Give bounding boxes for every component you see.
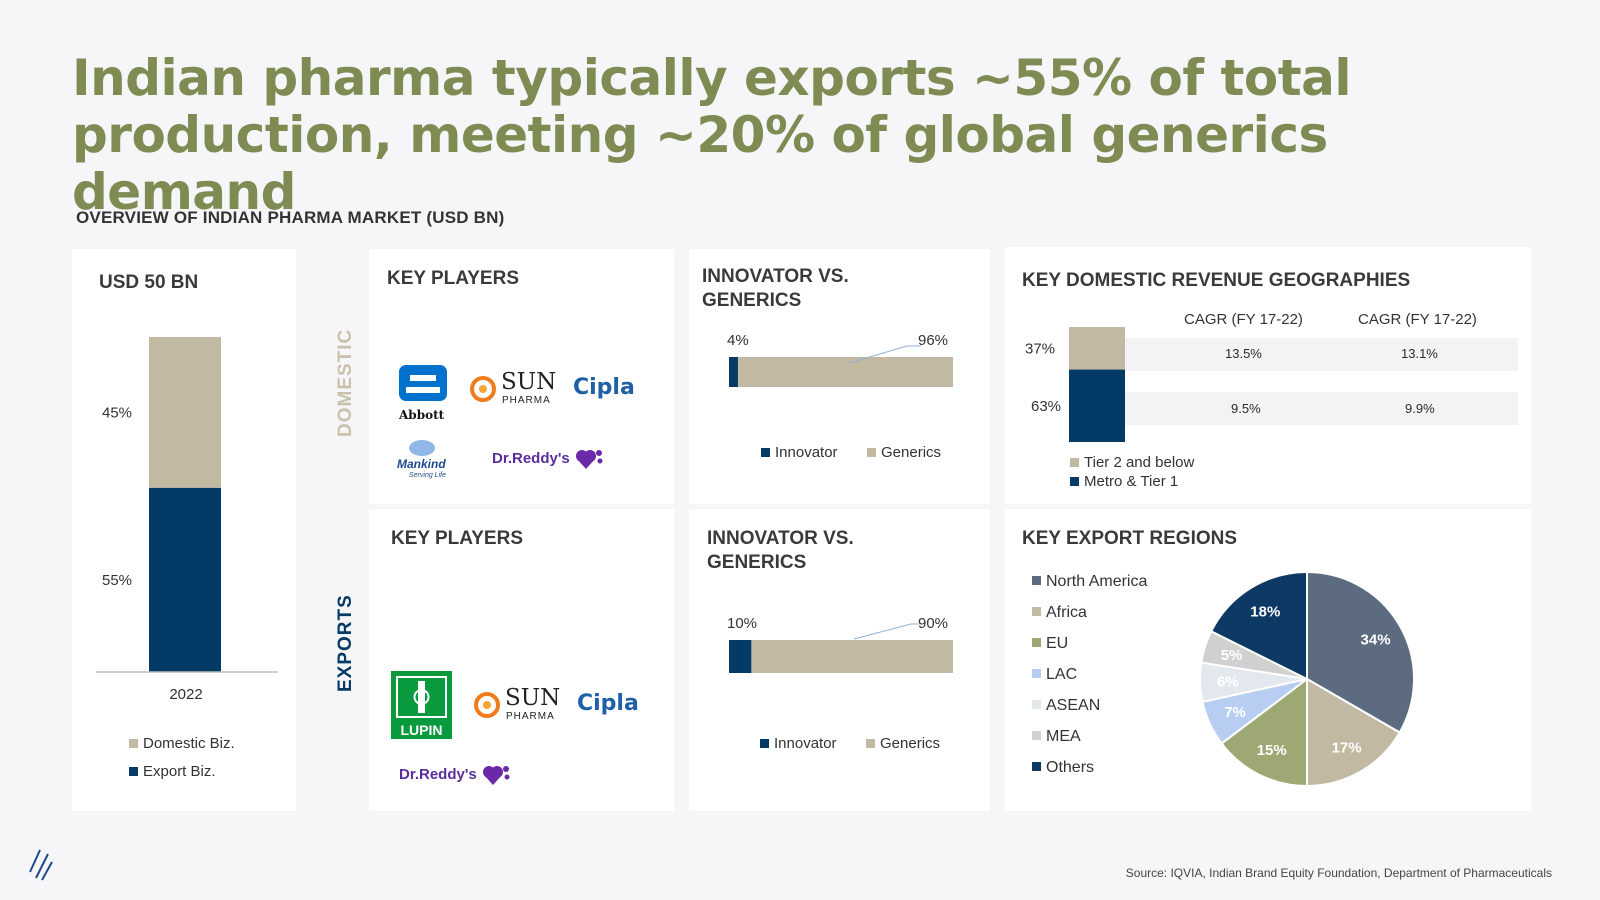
- lupin-emblem-icon: [396, 676, 447, 718]
- data-label-metro: 63%: [1031, 398, 1061, 415]
- leader-line: [848, 345, 921, 364]
- cagr-value-metro-2: 9.9%: [1405, 401, 1435, 416]
- innovator-exports-bar-chart: 10% 90%: [727, 615, 953, 673]
- abbott-logo: Abbott: [397, 363, 449, 422]
- cagr-value-tier2-2: 13.1%: [1401, 346, 1438, 361]
- cagr-value-tier2-1: 13.5%: [1225, 346, 1262, 361]
- cipla-logo: Cipla: [573, 375, 635, 400]
- legend-export: Export Biz.: [129, 763, 216, 780]
- pie-label-africa: 17%: [1332, 740, 1362, 757]
- export-regions-title: KEY EXPORT REGIONS: [1022, 528, 1238, 549]
- geographies-panel: KEY DOMESTIC REVENUE GEOGRAPHIES CAGR (F…: [1005, 247, 1531, 504]
- sun-swirl-icon: [470, 376, 496, 402]
- data-label-generics: 90%: [918, 615, 948, 632]
- section-subtitle: OVERVIEW OF INDIAN PHARMA MARKET (USD BN…: [76, 208, 505, 227]
- innovator-domestic-panel: INNOVATOR VS. GENERICS 4% 96% Innovator …: [689, 249, 990, 504]
- pie-slice-north-america: [1306, 570, 1415, 734]
- legend-generics: Generics: [867, 444, 941, 461]
- bar-domestic-biz: [149, 337, 221, 488]
- data-label-domestic: 45%: [102, 404, 132, 421]
- row-label-exports: EXPORTS: [335, 594, 356, 692]
- innovator-exports-panel: INNOVATOR VS. GENERICS 10% 90% Innovator…: [689, 509, 990, 811]
- market-stacked-bar-chart: 55% 45% 2022: [96, 337, 278, 703]
- cagr-row-tier2: [1069, 338, 1518, 371]
- bar-tier2: [1069, 327, 1125, 370]
- innovator-domestic-bar-chart: 4% 96%: [727, 332, 953, 387]
- pie-label-mea: 5%: [1221, 647, 1243, 664]
- sun-swirl-icon: [474, 692, 500, 718]
- bar-generics: [737, 357, 953, 387]
- title-line-2: production, meeting ~20% of global gener…: [72, 106, 1328, 221]
- export-regions-pie-chart: 34% 17% 15% 7% 6% 5% 18%: [1199, 570, 1415, 788]
- cagr-row-metro: [1069, 392, 1518, 425]
- x-tick-label: 2022: [169, 686, 202, 703]
- bar-innovator: [729, 640, 752, 673]
- pie-label-eu: 15%: [1257, 742, 1287, 759]
- dr-reddys-heart-icon: [576, 450, 603, 469]
- pie-slice-eu: [1220, 676, 1308, 788]
- legend-innovator: Innovator: [760, 735, 837, 752]
- data-label-tier2: 37%: [1025, 340, 1055, 357]
- data-label-innovator: 4%: [727, 332, 749, 349]
- key-players-exports-title: KEY PLAYERS: [391, 528, 523, 549]
- legend-domestic: Domestic Biz.: [129, 735, 235, 752]
- bar-innovator: [729, 357, 738, 387]
- legend-mea: MEA: [1032, 728, 1081, 746]
- pie-label-others: 18%: [1250, 604, 1280, 621]
- bar-metro-tier1: [1069, 369, 1125, 442]
- mankind-icon: [409, 440, 435, 456]
- dr-reddys-heart-icon: [483, 766, 510, 785]
- cipla-logo: Cipla: [577, 691, 639, 716]
- market-size-panel: USD 50 BN 55% 45% 2022 Domestic Biz. Exp…: [72, 249, 296, 811]
- legend-generics: Generics: [866, 735, 940, 752]
- page-title: Indian pharma typically exports ~55% of …: [72, 50, 1472, 221]
- legend-asean: ASEAN: [1032, 697, 1100, 715]
- lupin-logo: LUPIN: [391, 671, 452, 739]
- data-label-export: 55%: [102, 572, 132, 589]
- geographies-title: KEY DOMESTIC REVENUE GEOGRAPHIES: [1022, 270, 1411, 291]
- cagr-value-metro-1: 9.5%: [1231, 401, 1261, 416]
- key-players-domestic-title: KEY PLAYERS: [387, 268, 519, 289]
- market-size-title: USD 50 BN: [99, 272, 199, 293]
- legend-eu: EU: [1032, 635, 1068, 653]
- bar-generics: [751, 640, 953, 673]
- legend-north-america: North America: [1032, 573, 1147, 591]
- legend-africa: Africa: [1032, 604, 1087, 622]
- legend-others: Others: [1032, 759, 1094, 777]
- pie-label-asean: 6%: [1217, 673, 1239, 690]
- cagr-header-1: CAGR (FY 17-22): [1184, 311, 1303, 328]
- export-regions-panel: KEY EXPORT REGIONS North America Africa EU…: [1005, 509, 1531, 811]
- pie-label-north-america: 34%: [1361, 631, 1391, 648]
- key-players-exports-panel: KEY PLAYERS LUPIN SUN PHARMA Cipla Dr.Re…: [369, 509, 674, 811]
- abbott-icon: [399, 365, 447, 401]
- brand-logo-icon: [29, 849, 53, 881]
- legend-innovator: Innovator: [761, 444, 838, 461]
- legend-tier2: Tier 2 and below: [1070, 454, 1194, 471]
- dr-reddys-logo: Dr.Reddy's: [492, 447, 604, 471]
- pie-label-lac: 7%: [1224, 704, 1246, 721]
- pie-slice-others: [1209, 570, 1308, 681]
- bar-export-biz: [149, 487, 221, 672]
- innovator-domestic-title: INNOVATOR VS. GENERICS: [702, 266, 849, 311]
- innovator-exports-title: INNOVATOR VS. GENERICS: [707, 528, 854, 573]
- title-line-1: Indian pharma typically exports ~55% of …: [72, 49, 1352, 107]
- dr-reddys-logo: Dr.Reddy's: [399, 763, 511, 787]
- data-label-innovator: 10%: [727, 615, 757, 632]
- key-players-domestic-panel: KEY PLAYERS Abbott SUN PHARMA Cipla Mank…: [369, 249, 674, 504]
- legend-metro: Metro & Tier 1: [1070, 473, 1178, 490]
- leader-line: [853, 623, 921, 640]
- geographies-stacked-bar-chart: 63% 37%: [1025, 327, 1125, 442]
- legend-lac: LAC: [1032, 666, 1077, 684]
- data-label-generics: 96%: [918, 332, 948, 349]
- pie-slice-africa: [1306, 677, 1402, 788]
- cagr-header-2: CAGR (FY 17-22): [1358, 311, 1477, 328]
- source-note: Source: IQVIA, Indian Brand Equity Found…: [1125, 866, 1552, 880]
- row-label-domestic: DOMESTIC: [335, 328, 356, 437]
